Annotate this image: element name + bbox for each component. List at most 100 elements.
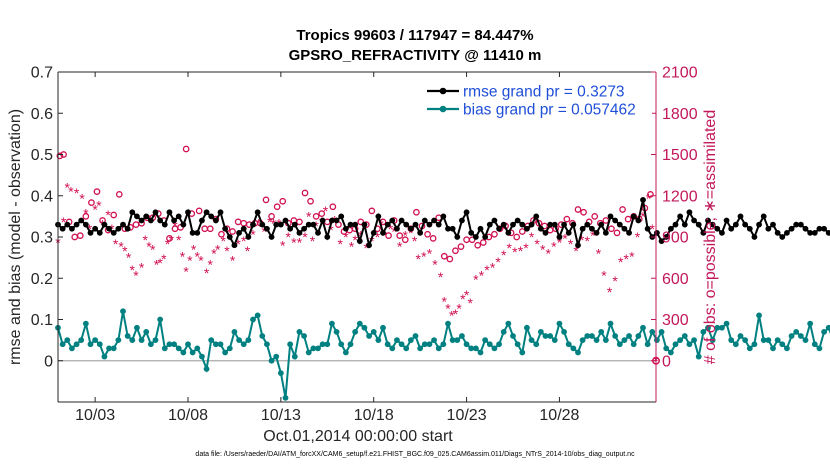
rmse-point [287, 225, 294, 232]
assimilated-obs-marker: * [364, 240, 370, 256]
assimilated-obs-marker: * [449, 307, 455, 323]
bias-point [338, 341, 345, 348]
assimilated-obs-marker: * [261, 224, 267, 240]
bias-point [719, 324, 725, 331]
assimilated-obs-marker: * [176, 232, 182, 248]
assimilated-obs-marker: * [306, 208, 312, 224]
bias-point [291, 353, 298, 360]
assimilated-obs-marker: * [161, 251, 167, 267]
bias-point [301, 333, 307, 339]
bias-point [788, 333, 795, 339]
bias-point [212, 341, 219, 348]
possible-obs-marker [396, 232, 404, 239]
bias-point [417, 345, 424, 352]
assimilated-obs-marker: * [352, 232, 358, 248]
assimilated-obs-marker: * [74, 185, 80, 201]
rmse-point [338, 213, 345, 220]
assimilated-obs-marker: * [646, 191, 652, 207]
possible-obs-marker [318, 210, 326, 217]
assimilated-obs-marker: * [540, 241, 546, 257]
x-tick-label: 10/03 [75, 407, 115, 424]
rmse-point [472, 234, 479, 240]
assimilated-obs-marker: * [195, 248, 201, 264]
rmse-point [110, 229, 117, 236]
bias-point [147, 341, 154, 348]
rmse-point [445, 225, 451, 232]
bias-point [681, 333, 688, 339]
rmse-point [375, 213, 382, 220]
bias-point [584, 333, 591, 339]
rmse-point [389, 217, 396, 224]
assimilated-obs-marker: * [256, 215, 262, 231]
assimilated-obs-marker: * [460, 291, 466, 307]
rmse-point [528, 221, 535, 228]
rmse-point [152, 209, 159, 216]
rmse-point [612, 217, 619, 224]
bias-point [672, 341, 679, 348]
possible-obs-marker [624, 215, 632, 223]
assimilated-obs-marker: * [650, 221, 656, 237]
rmse-point [431, 217, 437, 224]
assimilated-obs-marker: * [601, 268, 607, 284]
possible-obs-marker [307, 197, 314, 205]
bias-point [770, 345, 776, 352]
possible-obs-marker [608, 225, 615, 233]
y-right-tick-label: 300 [662, 312, 689, 329]
assimilated-obs-marker: * [126, 250, 132, 266]
rmse-point [59, 225, 66, 232]
possible-obs-marker [647, 191, 654, 198]
axes-frame [57, 71, 657, 403]
chart-title: Tropics 99603 / 117947 = 84.447% [296, 27, 534, 44]
rmse-point [435, 221, 442, 228]
assimilated-obs-marker: * [618, 254, 624, 270]
rmse-point [654, 229, 660, 236]
assimilated-obs-marker: * [286, 229, 292, 245]
y-right-tick-label: 0 [662, 353, 671, 370]
bias-point [106, 345, 112, 352]
rmse-point [779, 234, 786, 240]
bias-point [593, 337, 600, 344]
assimilated-obs-marker: * [546, 246, 552, 262]
bias-point [797, 333, 804, 339]
rmse-point [129, 209, 136, 216]
assimilated-obs-marker: * [518, 243, 524, 259]
rmse-point [92, 225, 99, 232]
y-left-axis-label: rmse and bias (model - observation) [7, 109, 24, 365]
bias-point [296, 328, 303, 335]
assimilated-obs-marker: * [473, 272, 479, 288]
bias-point [189, 349, 196, 356]
rmse-point [565, 229, 572, 236]
assimilated-obs-marker: * [172, 218, 178, 234]
rmse-point [561, 221, 567, 228]
assimilated-obs-marker: * [180, 248, 186, 264]
assimilated-obs-marker: * [432, 257, 438, 273]
assimilated-obs-marker: * [534, 236, 540, 252]
possible-obs-marker [329, 203, 337, 211]
bias-point [607, 320, 614, 327]
rmse-point [106, 225, 112, 232]
bias-point [389, 345, 396, 352]
legend-label: bias grand pr = 0.057462 [463, 102, 636, 119]
rmse-point [356, 238, 363, 245]
y-left-tick-label: 0 [44, 353, 53, 370]
assimilated-obs-marker: * [585, 233, 591, 249]
y-right-axis-label: # of obs: o=possible; ∗=assimilated [702, 110, 719, 364]
rmse-point [584, 221, 591, 228]
bias-point [728, 337, 735, 344]
rmse-point [259, 221, 266, 228]
possible-obs-marker [115, 191, 123, 198]
bias-point [394, 337, 400, 344]
bias-point [324, 341, 331, 348]
bias-point [630, 341, 637, 348]
bias-point [537, 328, 544, 335]
assimilated-obs-marker: * [391, 224, 397, 240]
rmse-point [291, 221, 298, 228]
rmse-point [329, 217, 335, 224]
rmse-point [751, 234, 758, 240]
assimilated-obs-marker: * [408, 225, 414, 241]
assimilated-obs-marker: * [343, 229, 349, 245]
bias-point [268, 357, 275, 364]
assimilated-obs-marker: * [118, 239, 124, 255]
